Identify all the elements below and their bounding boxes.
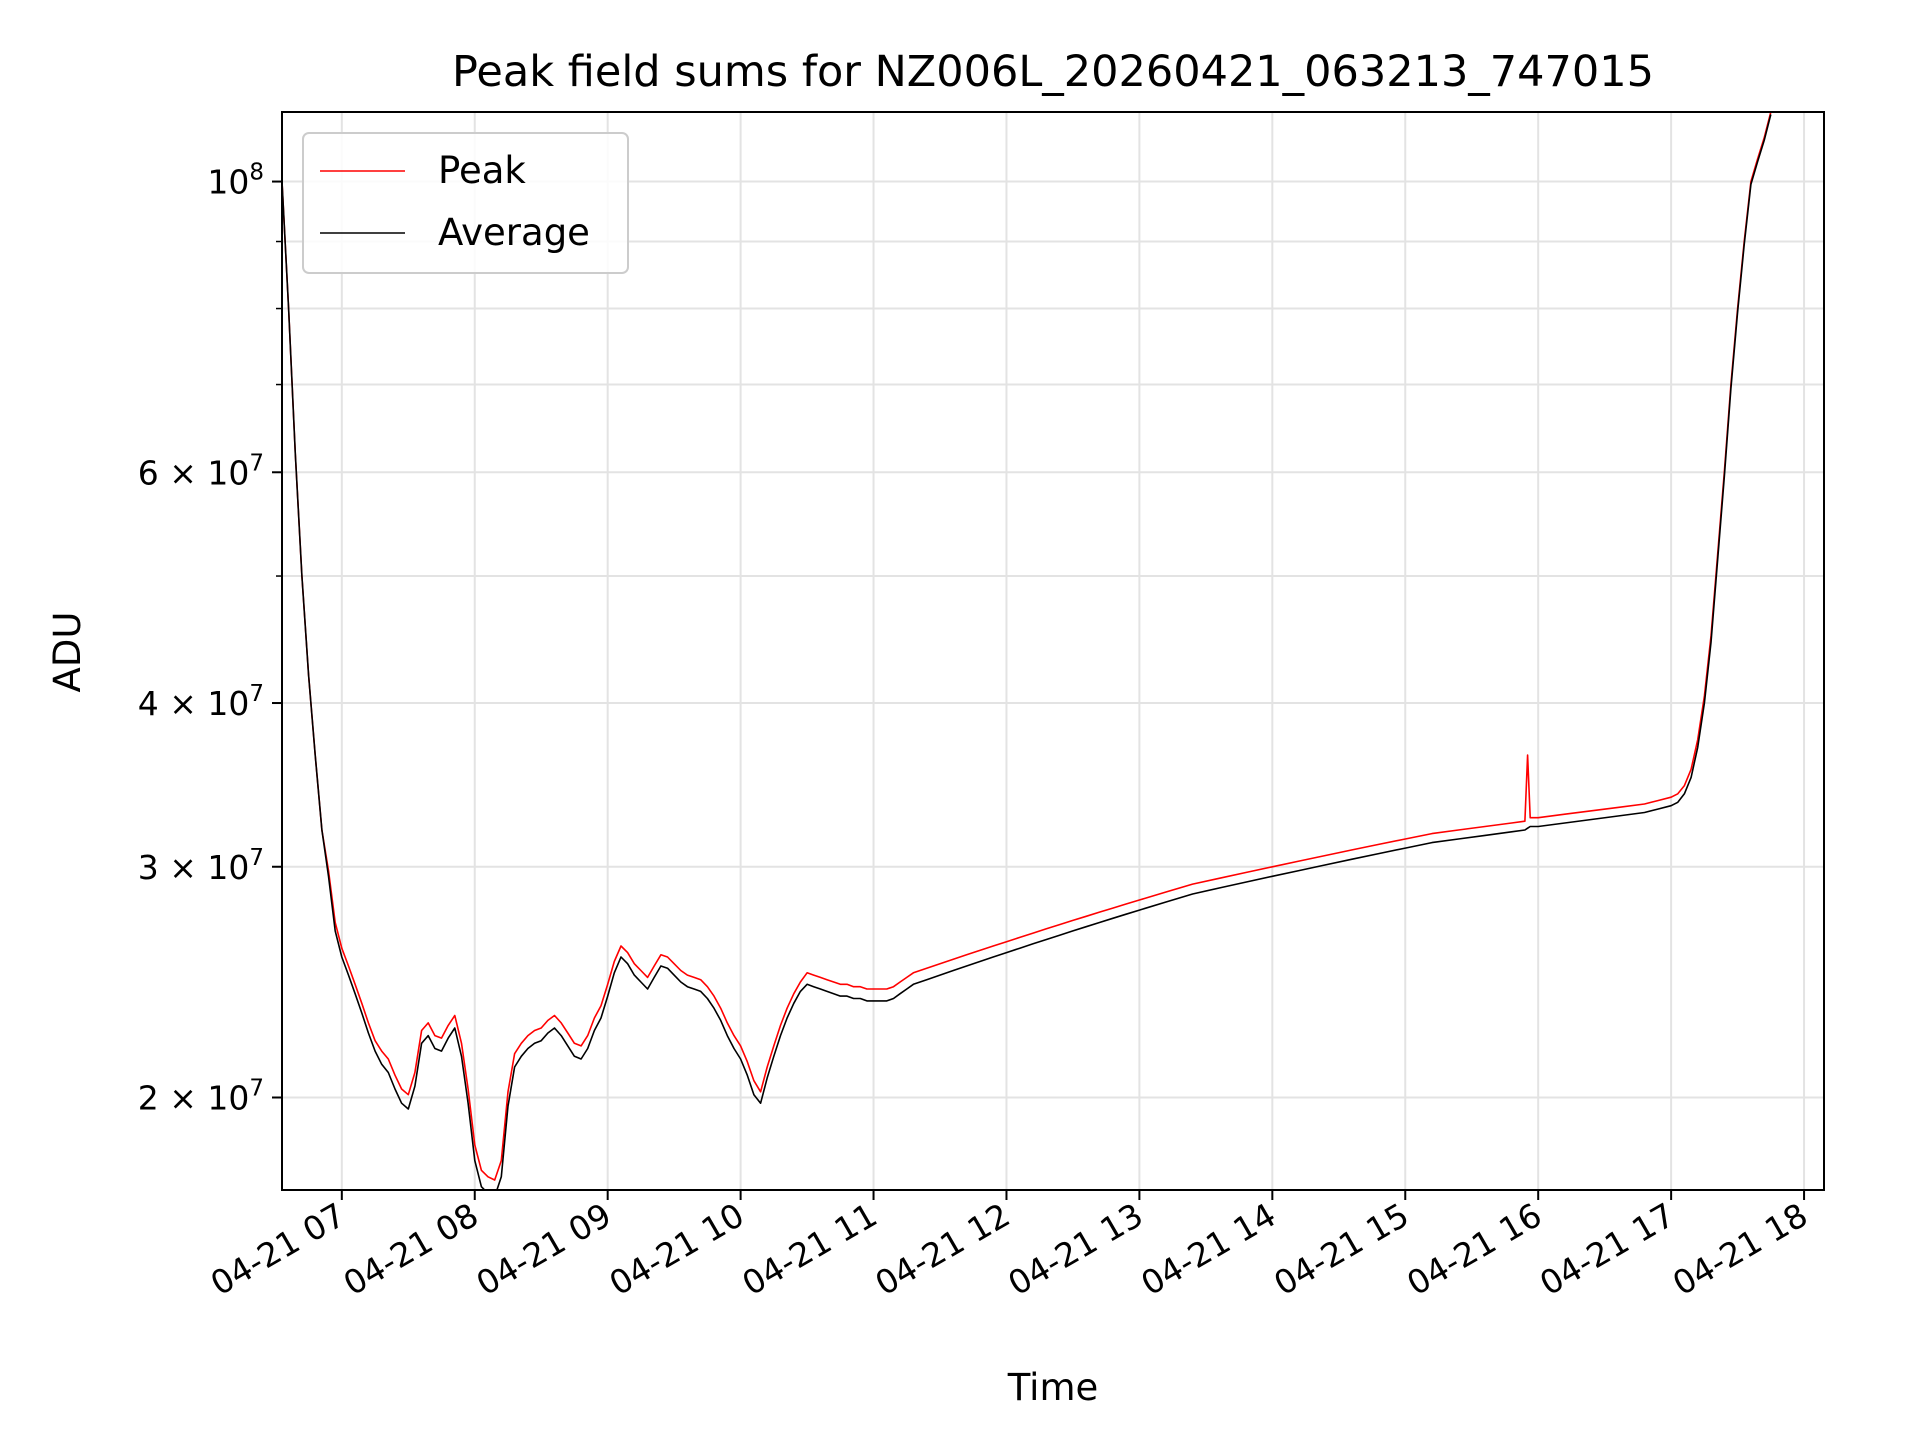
chart-title: Peak field sums for NZ006L_20260421_0632… xyxy=(452,47,1654,97)
x-axis-label: Time xyxy=(1007,1366,1099,1409)
series-layer xyxy=(282,112,1772,1190)
y-tick-base: 10 xyxy=(207,163,249,202)
grid xyxy=(282,112,1824,1190)
legend: Peak Average xyxy=(302,132,629,274)
y-tick-mantissa: 4 × 10 xyxy=(138,684,250,723)
plot-frame xyxy=(281,111,1825,1191)
y-tick-mantissa: 2 × 10 xyxy=(138,1079,250,1118)
y-tick-mantissa: 6 × 10 xyxy=(138,453,250,492)
y-tick-mantissa: 3 × 10 xyxy=(138,848,250,887)
series-line-peak xyxy=(282,112,1772,1181)
y-tick-label: 108 xyxy=(207,160,264,202)
y-tick-label: 3 × 107 xyxy=(138,845,264,887)
y-tick-exponent: 7 xyxy=(249,1076,264,1102)
legend-label-peak: Peak xyxy=(438,149,526,192)
y-tick-label: 4 × 107 xyxy=(138,681,264,723)
y-tick-exponent: 7 xyxy=(249,681,264,707)
legend-box xyxy=(302,132,629,274)
y-axis-label: ADU xyxy=(46,612,89,693)
y-tick-exponent: 8 xyxy=(249,160,264,186)
y-tick-label: 6 × 107 xyxy=(138,450,264,492)
series-line-average xyxy=(282,114,1772,1190)
legend-label-average: Average xyxy=(438,211,590,254)
y-tick-exponent: 7 xyxy=(249,450,264,476)
y-tick-label: 2 × 107 xyxy=(138,1076,264,1118)
y-tick-exponent: 7 xyxy=(249,845,264,871)
